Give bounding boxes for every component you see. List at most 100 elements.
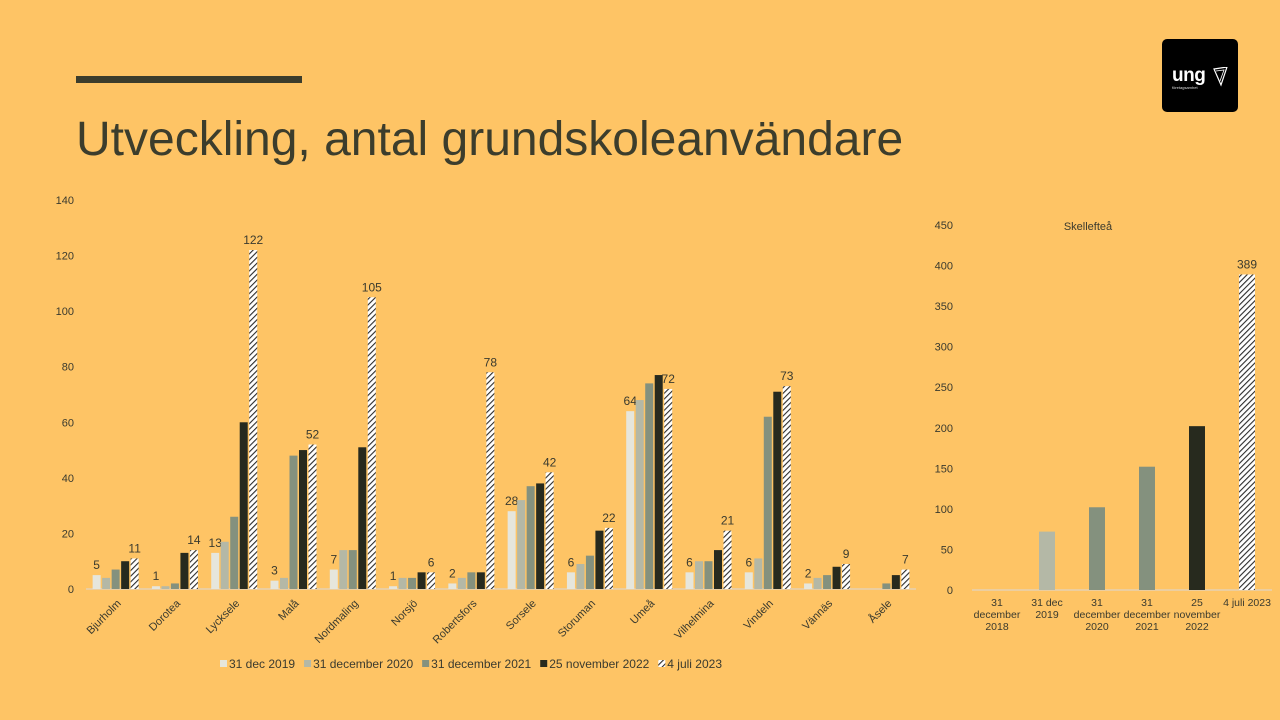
main-x-tick-label: Robertsfors bbox=[431, 597, 480, 646]
main-x-tick-label: Vännäs bbox=[800, 597, 835, 632]
bar-9-2 bbox=[645, 383, 654, 589]
side-x-tick-label: 2020 bbox=[1085, 621, 1109, 633]
side-x-tick-label: 2018 bbox=[985, 621, 1009, 633]
bar-data-label: 14 bbox=[187, 533, 201, 547]
bar-5-4 bbox=[427, 572, 436, 589]
side-x-tick-label: 4 juli 2023 bbox=[1223, 597, 1271, 609]
side-x-tick-label: 2021 bbox=[1135, 621, 1159, 633]
bar-7-0 bbox=[507, 511, 516, 589]
side-y-tick-label: 450 bbox=[935, 220, 953, 232]
legend-swatch bbox=[540, 660, 548, 667]
side-x-tick-label: november bbox=[1174, 609, 1221, 621]
bar-10-1 bbox=[695, 561, 703, 589]
bar-3-1 bbox=[280, 577, 288, 589]
bar-data-label: 6 bbox=[745, 555, 752, 569]
side-x-tick-label: december bbox=[1074, 609, 1121, 621]
bar-4-3 bbox=[358, 447, 367, 589]
bar-6-2 bbox=[467, 572, 476, 589]
side-y-tick-label: 50 bbox=[941, 544, 953, 556]
legend-swatch bbox=[422, 660, 430, 667]
bar-data-label: 73 bbox=[780, 369, 794, 383]
bar-8-3 bbox=[595, 530, 604, 589]
bar-12-0 bbox=[804, 583, 813, 589]
bar-data-label: 78 bbox=[484, 355, 498, 369]
bar-1-1 bbox=[161, 586, 170, 589]
bar-9-4 bbox=[664, 388, 673, 589]
skelleftea-bar-chart: Skellefteå 0 50 100 150 200 250 300 350 400 450 3… bbox=[935, 220, 1272, 633]
bar-3-2 bbox=[289, 455, 298, 589]
main-x-tick-label: Malå bbox=[276, 597, 302, 623]
main-y-tick-label: 100 bbox=[56, 306, 74, 318]
bar-2-1 bbox=[220, 541, 229, 589]
main-x-tick-label: Storuman bbox=[556, 598, 598, 640]
bar-6-3 bbox=[476, 572, 485, 589]
legend-label: 4 juli 2023 bbox=[667, 657, 722, 671]
bar-7-1 bbox=[517, 500, 526, 589]
bar-12-3 bbox=[832, 566, 841, 589]
bar-data-label: 3 bbox=[271, 564, 278, 578]
bar-11-1 bbox=[754, 558, 763, 589]
bar-7-4 bbox=[545, 472, 554, 589]
bar-0-3 bbox=[121, 561, 130, 589]
side-x-tick-label: december bbox=[974, 609, 1021, 621]
side-x-tick-label: december bbox=[1124, 609, 1171, 621]
legend-label: 31 dec 2019 bbox=[229, 657, 295, 671]
bar-11-3 bbox=[773, 391, 782, 589]
side-y-tick-label: 200 bbox=[935, 423, 953, 435]
side-x-tick-label: 25 bbox=[1191, 597, 1203, 609]
bar-13-2 bbox=[882, 583, 891, 589]
bar-data-label: 122 bbox=[243, 233, 263, 247]
logo-text: ung bbox=[1172, 65, 1206, 86]
bar-data-label: 21 bbox=[721, 514, 735, 528]
bar-12-2 bbox=[823, 575, 832, 589]
bar-8-2 bbox=[585, 555, 594, 589]
bar-7-2 bbox=[526, 486, 535, 589]
bar-data-label: 72 bbox=[662, 372, 676, 386]
side-x-tick-label: 2022 bbox=[1185, 621, 1209, 633]
bar-data-label: 6 bbox=[568, 555, 575, 569]
bar-10-4 bbox=[723, 530, 732, 589]
bar-6-0 bbox=[448, 583, 457, 589]
main-y-tick-label: 40 bbox=[62, 473, 74, 485]
bar-5-2 bbox=[408, 577, 417, 589]
bar-8-4 bbox=[604, 527, 613, 589]
side-bar-4 bbox=[1189, 426, 1205, 590]
bar-data-label: 13 bbox=[209, 536, 223, 550]
bar-10-3 bbox=[714, 550, 722, 589]
side-y-tick-label: 300 bbox=[935, 342, 953, 354]
bar-11-2 bbox=[763, 416, 772, 589]
bar-2-2 bbox=[230, 516, 239, 589]
bar-11-0 bbox=[744, 572, 753, 589]
bar-2-3 bbox=[239, 422, 248, 589]
main-x-tick-label: Bjurholm bbox=[85, 598, 124, 637]
main-x-tick-label: Åsele bbox=[866, 597, 895, 626]
bar-data-label: 1 bbox=[153, 569, 160, 583]
bar-5-0 bbox=[389, 586, 398, 589]
logo-subtext: företagsamhet bbox=[1172, 85, 1198, 90]
bar-13-4 bbox=[901, 569, 910, 589]
side-x-tick-label: 31 bbox=[991, 597, 1003, 609]
bar-data-label: 9 bbox=[843, 547, 850, 561]
bar-data-label: 5 bbox=[93, 558, 100, 572]
bar-data-label: 7 bbox=[902, 553, 909, 567]
bar-4-4 bbox=[367, 297, 376, 589]
side-x-tick-label: 31 bbox=[1091, 597, 1103, 609]
bar-data-label: 2 bbox=[805, 566, 812, 580]
side-y-tick-label: 400 bbox=[935, 261, 953, 273]
slide-title: Utveckling, antal grundskoleanvändare bbox=[76, 113, 904, 166]
bar-5-3 bbox=[417, 572, 426, 589]
bar-2-0 bbox=[211, 552, 220, 589]
bar-data-label: 6 bbox=[428, 555, 435, 569]
bar-3-3 bbox=[299, 450, 307, 589]
legend-swatch bbox=[658, 660, 666, 667]
main-y-tick-label: 60 bbox=[62, 417, 74, 429]
bar-5-1 bbox=[398, 577, 407, 589]
side-x-tick-label: 31 dec bbox=[1031, 597, 1063, 609]
legend-swatch bbox=[220, 660, 227, 667]
side-y-tick-label: 250 bbox=[935, 382, 953, 394]
bar-data-label: 11 bbox=[128, 541, 141, 555]
side-x-tick-label: 2019 bbox=[1035, 609, 1059, 621]
bar-3-4 bbox=[308, 444, 317, 589]
bar-8-0 bbox=[566, 572, 575, 589]
main-x-tick-label: Sorsele bbox=[504, 598, 539, 633]
